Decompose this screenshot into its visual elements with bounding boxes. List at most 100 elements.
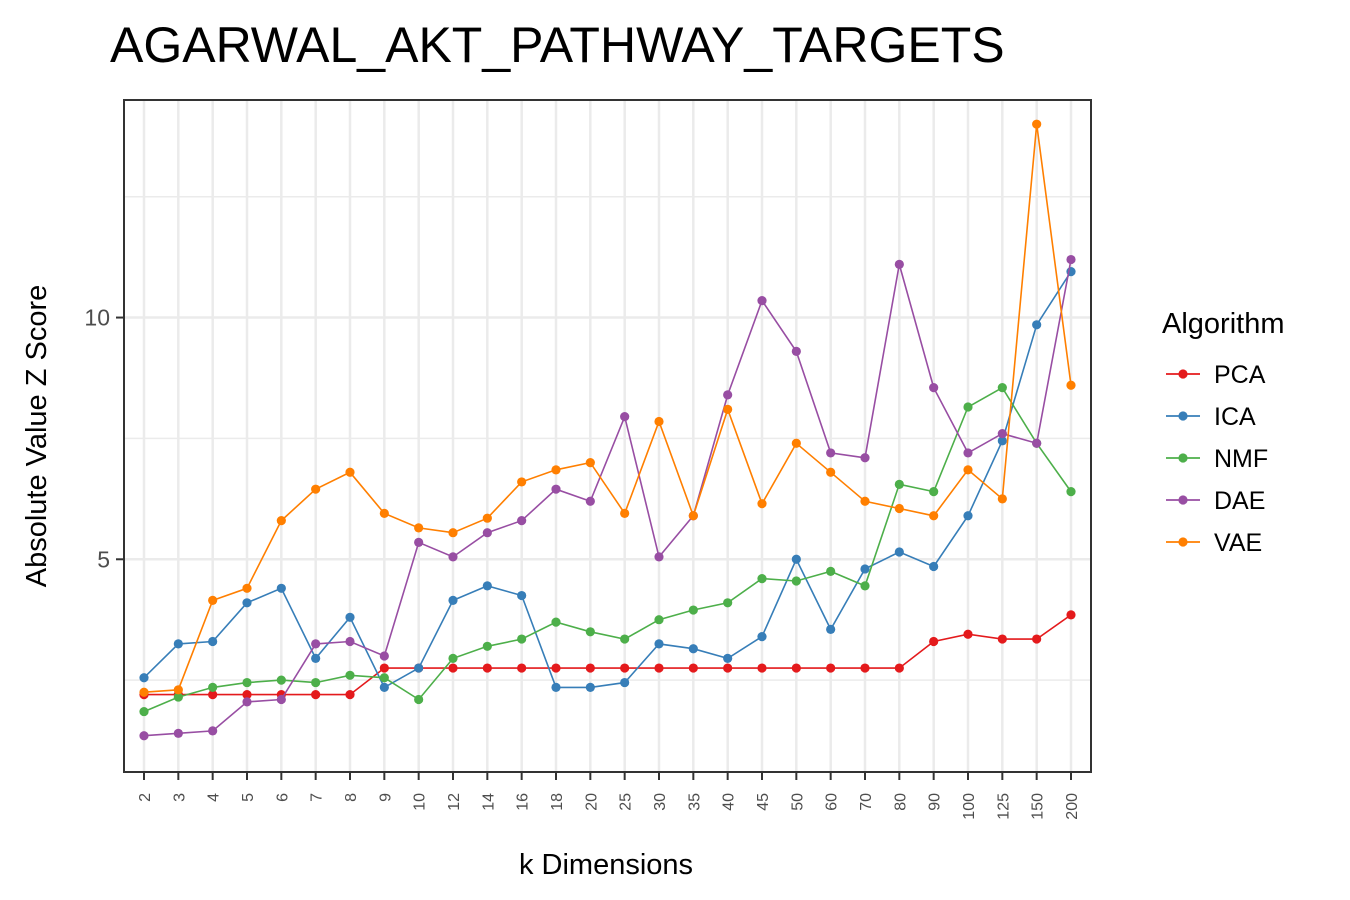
data-point-ica [208, 636, 218, 647]
data-point-ica [826, 624, 836, 634]
legend-item-ica: ICA [1166, 403, 1256, 431]
legend-key-point [1178, 453, 1188, 463]
data-point-dae [826, 448, 836, 458]
x-tick-label: 125 [995, 793, 1012, 820]
data-point-ica [757, 632, 767, 642]
data-point-dae [791, 346, 801, 356]
data-point-nmf [311, 677, 321, 688]
data-point-ica [791, 554, 801, 564]
data-point-vae [791, 438, 801, 448]
legend-label: VAE [1214, 529, 1262, 557]
x-tick-label: 20 [583, 793, 600, 811]
x-tick-label: 70 [858, 793, 875, 811]
y-axis-label: Absolute Value Z Score [21, 285, 53, 588]
data-point-pca [929, 636, 939, 647]
series-nmf [139, 383, 1076, 717]
data-point-pca [482, 663, 492, 673]
x-tick-label: 2 [137, 793, 154, 802]
data-point-nmf [929, 486, 939, 497]
data-point-ica [242, 598, 252, 608]
data-point-dae [311, 639, 321, 649]
data-point-vae [620, 508, 630, 518]
data-point-ica [929, 561, 939, 572]
data-point-ica [276, 583, 286, 593]
data-point-nmf [173, 692, 183, 702]
x-axis: 2 3 4 5 6 7 8 9 10 12 14 16 18 20 25 30 35 40 45 50 60 70 80 90… [137, 772, 1081, 820]
data-point-pca [757, 663, 767, 673]
data-point-vae [345, 467, 355, 477]
data-point-dae [1032, 438, 1042, 448]
x-tick-label: 3 [171, 793, 188, 802]
data-point-nmf [997, 383, 1007, 393]
data-point-ica [585, 682, 595, 692]
data-point-pca [1032, 634, 1042, 644]
data-point-pca [620, 663, 630, 673]
data-point-nmf [551, 617, 561, 627]
data-point-pca [894, 663, 904, 673]
data-point-pca [860, 663, 870, 673]
data-point-vae [688, 511, 698, 521]
data-point-dae [585, 496, 595, 506]
series-line-vae [143, 124, 1072, 693]
data-point-vae [482, 513, 492, 523]
data-point-nmf [860, 581, 870, 591]
data-point-nmf [448, 653, 458, 663]
data-point-dae [242, 697, 252, 707]
chart-title: AGARWAL_AKT_PATHWAY_TARGETS [110, 17, 1005, 73]
legend-item-vae: VAE [1166, 529, 1262, 557]
x-tick-label: 50 [789, 793, 806, 811]
data-point-dae [894, 259, 904, 269]
data-point-dae [723, 390, 733, 400]
data-point-dae [448, 552, 458, 562]
x-tick-label: 40 [721, 793, 738, 811]
series-layer [139, 119, 1076, 741]
legend-key-point [1178, 411, 1188, 421]
y-axis: 5 10 [84, 305, 124, 572]
data-point-nmf [963, 402, 973, 412]
series-pca [139, 610, 1076, 700]
data-point-nmf [379, 673, 389, 683]
x-tick-label: 10 [412, 793, 429, 811]
data-point-ica [173, 639, 183, 649]
data-point-dae [379, 651, 389, 661]
data-point-nmf [620, 634, 630, 644]
x-tick-label: 4 [206, 793, 223, 802]
x-tick-label: 14 [480, 793, 497, 811]
data-point-nmf [345, 670, 355, 680]
data-point-ica [551, 682, 561, 692]
legend-label: PCA [1214, 361, 1266, 389]
data-point-dae [757, 296, 767, 306]
data-point-vae [173, 685, 183, 695]
x-tick-label: 200 [1064, 793, 1081, 820]
x-tick-label: 7 [309, 793, 326, 802]
legend-item-pca: PCA [1166, 361, 1266, 389]
data-point-ica [139, 673, 149, 683]
data-point-ica [620, 677, 630, 688]
data-point-nmf [139, 706, 149, 717]
data-point-vae [1066, 380, 1076, 390]
data-point-nmf [517, 634, 527, 644]
legend: Algorithm PCA ICA NMF DAE VAE [1162, 308, 1285, 557]
data-point-ica [414, 663, 424, 673]
data-point-vae [517, 477, 527, 487]
data-point-pca [242, 690, 252, 700]
data-point-vae [311, 484, 321, 494]
data-point-ica [448, 595, 458, 605]
x-tick-label: 5 [240, 793, 257, 802]
data-point-ica [517, 590, 527, 601]
data-point-pca [448, 663, 458, 673]
data-point-ica [654, 639, 664, 649]
data-point-pca [826, 663, 836, 673]
data-point-nmf [654, 615, 664, 625]
series-ica [139, 267, 1076, 692]
series-line-ica [143, 271, 1072, 689]
data-point-ica [688, 644, 698, 654]
data-point-dae [208, 726, 218, 736]
data-point-dae [963, 448, 973, 458]
data-point-vae [654, 416, 664, 427]
series-line-dae [143, 259, 1072, 737]
data-point-vae [929, 511, 939, 521]
x-tick-label: 9 [377, 793, 394, 802]
x-tick-label: 30 [652, 793, 669, 811]
data-point-pca [345, 690, 355, 700]
